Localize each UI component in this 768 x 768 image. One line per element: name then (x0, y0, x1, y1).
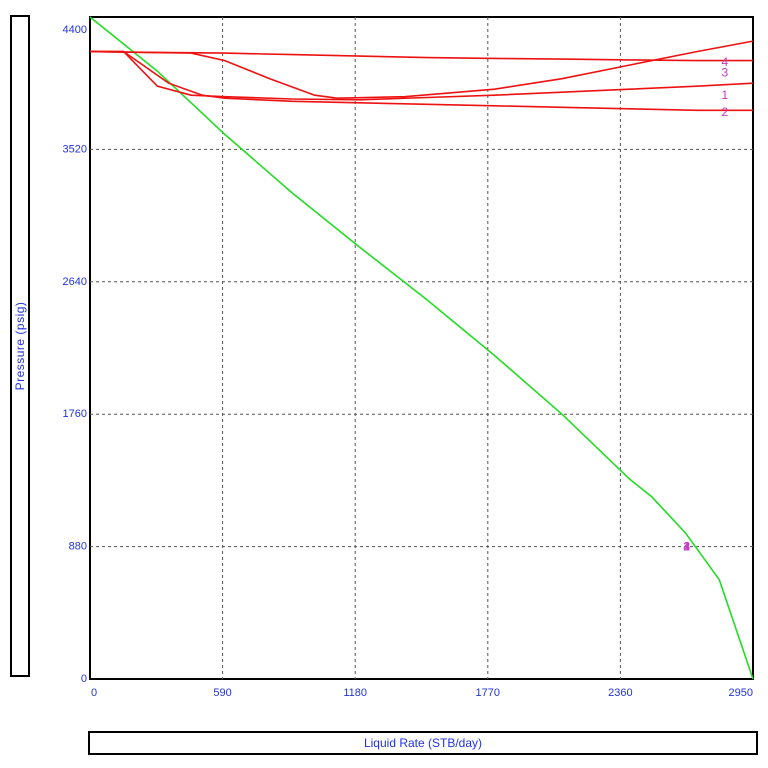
x-tick-label: 1770 (476, 687, 500, 699)
x-tick-label: 590 (213, 687, 231, 699)
vlp-curve-2 (90, 50, 753, 112)
curve-label-2: 2 (722, 105, 729, 119)
y-axis-label-box: Pressure (psig) (10, 15, 30, 677)
curve-label-1: 1 (722, 88, 729, 102)
curve-label-1: 1 (683, 540, 690, 554)
curves (89, 16, 754, 680)
y-tick-label: 4400 (63, 24, 87, 36)
x-tick-label: 2950 (729, 687, 753, 699)
x-axis-label-box: Liquid Rate (STB/day) (88, 731, 758, 755)
curve-label-4: 4 (722, 55, 729, 69)
ipr-curve (89, 16, 754, 680)
y-tick-label: 880 (69, 541, 87, 553)
y-tick-label: 1760 (63, 408, 87, 420)
x-axis-label: Liquid Rate (STB/day) (363, 736, 483, 750)
x-tick-label: 0 (91, 687, 97, 699)
x-tick-label: 1180 (343, 687, 367, 699)
curve-label-3: 3 (683, 540, 690, 554)
y-tick-label: 2640 (63, 276, 87, 288)
x-tick-label: 2360 (608, 687, 632, 699)
x-tick-labels: 0 590 1180 1770 2360 2950 (91, 687, 753, 699)
y-tick-label: 3520 (63, 143, 87, 155)
curve-label-4: 4 (683, 540, 690, 554)
vlp-curve-1 (90, 50, 754, 101)
y-tick-labels: 0 880 1760 2640 3520 4400 (63, 24, 87, 685)
curve-label-3: 3 (722, 66, 729, 80)
y-tick-label: 0 (81, 673, 87, 685)
curve-label-2: 2 (683, 540, 690, 554)
plot-frame (89, 16, 754, 680)
vlp-curve-4 (89, 40, 754, 100)
grid-lines (90, 17, 753, 679)
nodal-analysis-chart: 0 590 1180 1770 2360 2950 0880176026403520440… (63, 16, 754, 699)
